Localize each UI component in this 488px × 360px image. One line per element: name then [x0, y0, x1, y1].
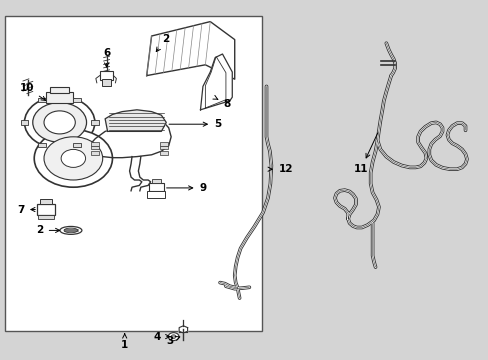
Text: 2: 2	[37, 225, 60, 235]
Bar	[50, 87, 69, 93]
Bar	[5, 16, 261, 331]
Text: 9: 9	[166, 183, 206, 193]
Text: 11: 11	[353, 133, 377, 174]
Bar	[91, 142, 99, 146]
Polygon shape	[200, 54, 232, 110]
Bar	[91, 120, 99, 125]
Bar	[100, 71, 113, 80]
Ellipse shape	[60, 226, 81, 234]
Bar	[38, 215, 54, 219]
Bar	[73, 143, 81, 147]
Circle shape	[44, 111, 75, 134]
Bar	[91, 146, 99, 149]
Text: 10: 10	[20, 83, 45, 100]
Bar	[38, 98, 46, 102]
Bar	[91, 151, 99, 155]
Text: 4: 4	[153, 332, 169, 342]
Bar	[160, 146, 167, 149]
Bar	[73, 98, 81, 102]
Bar	[102, 79, 111, 86]
Text: 3: 3	[166, 336, 180, 346]
Circle shape	[44, 137, 102, 180]
Polygon shape	[179, 326, 187, 333]
Bar	[160, 142, 167, 146]
Bar	[149, 183, 163, 191]
Circle shape	[24, 96, 95, 148]
Text: 6: 6	[103, 48, 110, 67]
Bar	[151, 179, 161, 183]
Text: 12: 12	[267, 164, 293, 174]
Text: 7: 7	[17, 204, 35, 215]
Polygon shape	[146, 22, 234, 79]
Polygon shape	[85, 121, 171, 158]
Bar	[40, 199, 52, 204]
Circle shape	[168, 333, 179, 341]
Text: 2: 2	[156, 34, 168, 51]
Bar	[38, 143, 46, 147]
Text: 1: 1	[121, 334, 128, 350]
Ellipse shape	[64, 228, 78, 233]
Bar	[20, 120, 28, 125]
Text: 5: 5	[169, 119, 221, 129]
Circle shape	[61, 149, 85, 167]
Bar	[46, 92, 73, 103]
Bar	[37, 204, 55, 215]
Circle shape	[171, 335, 176, 338]
Circle shape	[33, 103, 86, 142]
Polygon shape	[105, 110, 166, 131]
Circle shape	[34, 130, 112, 187]
Bar	[160, 151, 167, 155]
Bar	[146, 191, 165, 198]
Text: 8: 8	[212, 95, 230, 109]
